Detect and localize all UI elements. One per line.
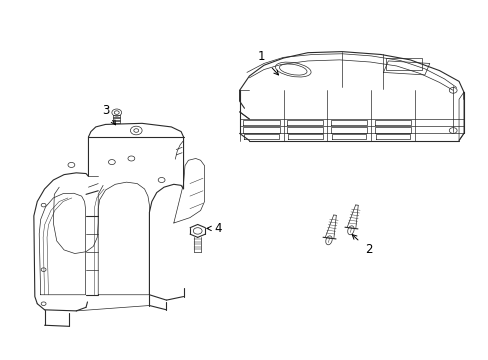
Text: 1: 1 [257, 50, 265, 63]
Text: 3: 3 [102, 104, 109, 117]
Text: 4: 4 [213, 222, 221, 235]
Bar [385, 58, 422, 69]
Text: 2: 2 [365, 243, 372, 256]
